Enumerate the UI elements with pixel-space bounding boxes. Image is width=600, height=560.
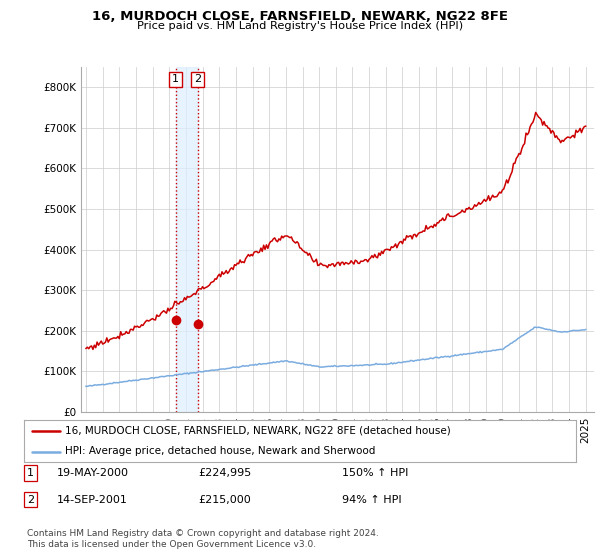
Text: 94% ↑ HPI: 94% ↑ HPI [342, 494, 401, 505]
Text: 16, MURDOCH CLOSE, FARNSFIELD, NEWARK, NG22 8FE: 16, MURDOCH CLOSE, FARNSFIELD, NEWARK, N… [92, 10, 508, 23]
Text: 16, MURDOCH CLOSE, FARNSFIELD, NEWARK, NG22 8FE (detached house): 16, MURDOCH CLOSE, FARNSFIELD, NEWARK, N… [65, 426, 451, 436]
Text: 2: 2 [27, 494, 34, 505]
Text: 14-SEP-2001: 14-SEP-2001 [57, 494, 128, 505]
Bar [176, 67, 198, 412]
Text: 1: 1 [172, 74, 179, 85]
Text: £215,000: £215,000 [198, 494, 251, 505]
Text: Price paid vs. HM Land Registry's House Price Index (HPI): Price paid vs. HM Land Registry's House … [137, 21, 463, 31]
Text: HPI: Average price, detached house, Newark and Sherwood: HPI: Average price, detached house, Newa… [65, 446, 376, 456]
Text: 1: 1 [27, 468, 34, 478]
Text: £224,995: £224,995 [198, 468, 251, 478]
Text: 19-MAY-2000: 19-MAY-2000 [57, 468, 129, 478]
Text: 150% ↑ HPI: 150% ↑ HPI [342, 468, 409, 478]
Text: 2: 2 [194, 74, 202, 85]
Text: Contains HM Land Registry data © Crown copyright and database right 2024.
This d: Contains HM Land Registry data © Crown c… [27, 529, 379, 549]
